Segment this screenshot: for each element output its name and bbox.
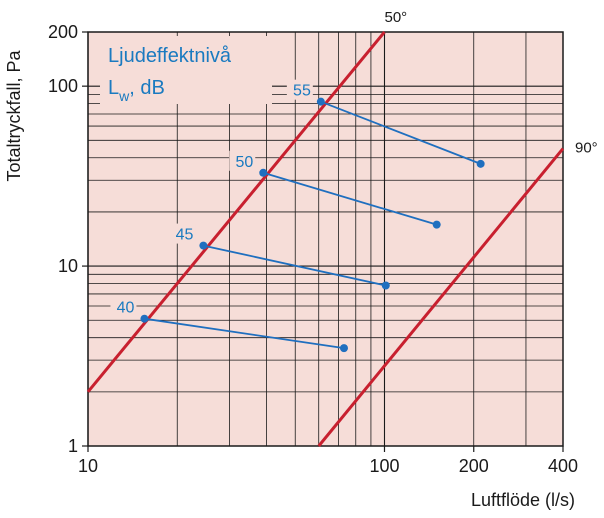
sound-level-point — [259, 168, 268, 177]
sound-level-label: 55 — [293, 83, 311, 100]
sound-level-label-bg — [169, 223, 196, 244]
legend: Ljudeffektnivå Lw, dB — [100, 36, 272, 104]
sound-level-label-bg — [229, 150, 256, 171]
y-axis-label: Totaltryckfall, Pa — [4, 49, 24, 181]
legend-background — [100, 36, 272, 104]
sound-level-label-bg — [110, 296, 137, 317]
x-axis-ticks: 10 100 200 400 — [78, 446, 578, 476]
y-tick-label: 200 — [48, 22, 78, 42]
pressure-line-2 — [317, 147, 565, 447]
pressure-line-label: 50° — [384, 9, 407, 26]
sound-level-point — [476, 159, 485, 168]
x-tick-label: 200 — [459, 456, 489, 476]
sound-level-point — [381, 281, 390, 290]
sound-level-label: 40 — [117, 300, 135, 317]
sound-level-point — [140, 314, 149, 323]
y-tick-label: 10 — [58, 256, 78, 276]
legend-subscript: w — [118, 88, 130, 104]
y-tick-label: 1 — [68, 436, 78, 456]
sound-level-line — [144, 317, 345, 350]
pressure-lines: 50° 90° — [86, 9, 598, 447]
sound-level-point — [316, 97, 325, 106]
sound-level-lines: 40 45 50 55 — [110, 79, 485, 353]
y-axis-ticks: 1 10 100 200 — [48, 22, 88, 456]
legend-title: Ljudeffektnivå — [108, 45, 232, 67]
sound-level-line — [262, 171, 437, 226]
sound-level-label: 45 — [176, 227, 194, 244]
sound-level-label-bg — [286, 79, 313, 100]
sound-level-point — [339, 344, 348, 353]
legend-symbol: Lw, dB — [108, 77, 165, 104]
x-tick-label: 100 — [369, 456, 399, 476]
y-tick-label: 100 — [48, 76, 78, 96]
sound-level-point — [432, 220, 441, 229]
plot-frame — [87, 31, 564, 447]
x-tick-label: 10 — [78, 456, 98, 476]
legend-symbol-letter: L — [108, 77, 119, 99]
x-tick-label: 400 — [548, 456, 578, 476]
pressure-line-label: 90° — [575, 140, 598, 157]
sound-level-label: 50 — [235, 154, 253, 171]
x-axis-label: Luftflöde (l/s) — [471, 490, 575, 510]
sound-level-line — [320, 100, 481, 165]
sound-level-point — [199, 241, 208, 250]
legend-unit: , dB — [129, 77, 165, 99]
sound-level-line — [203, 244, 386, 287]
pressure-line-1 — [86, 31, 386, 393]
